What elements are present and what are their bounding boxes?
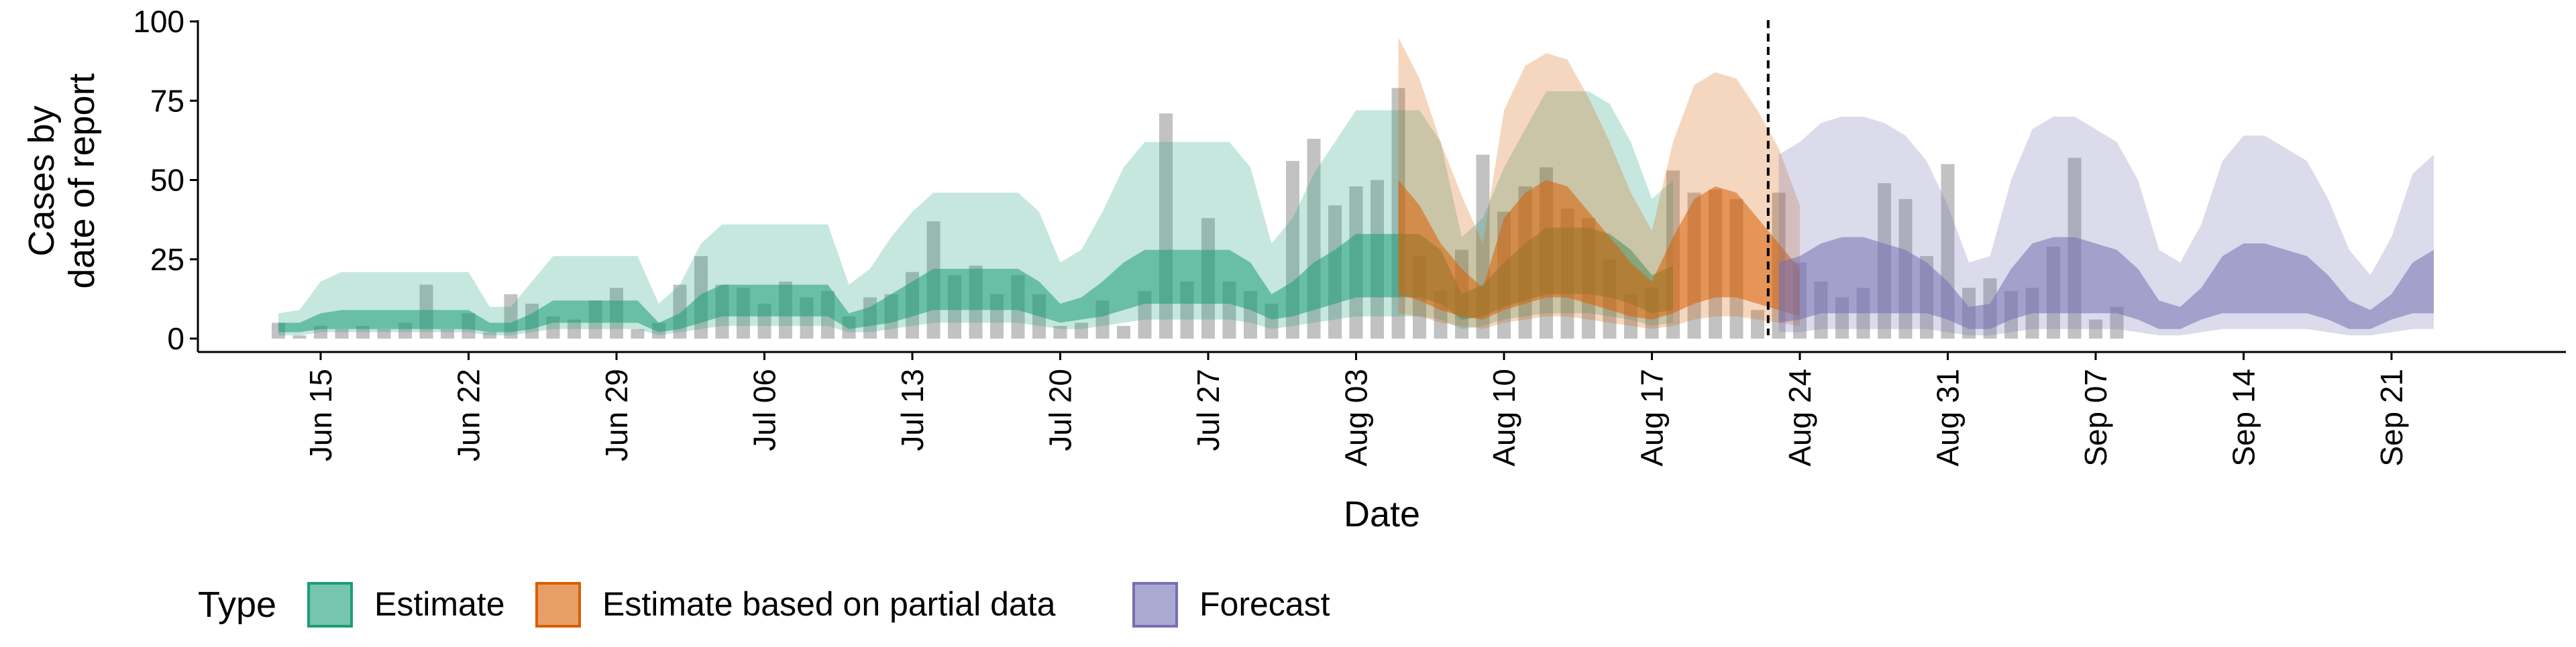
estimate-bands [278,37,2434,336]
x-tick-label: Aug 10 [1487,369,1521,467]
x-tick-label: Sep 07 [2078,369,2113,467]
reported-cases-bar [2110,306,2124,339]
reported-cases-bar [2089,319,2102,339]
legend-label-1: Estimate [374,585,505,623]
reported-cases-bar [292,335,307,339]
y-tick-label: 100 [133,4,184,39]
x-tick-label: Jul 27 [1191,369,1226,451]
reported-cases-bar [568,319,581,339]
band-50-1 [278,227,1673,333]
x-tick-label: Jul 13 [895,369,930,451]
band-50-2 [1398,180,1800,320]
reported-cases-bar [356,326,370,339]
y-tick-label: 50 [150,163,184,198]
legend-swatch-2 [535,582,581,628]
x-tick-label: Jul 06 [747,369,782,451]
x-tick-label: Aug 31 [1931,369,1966,467]
y-axis-label-line2: date of report [62,73,102,288]
legend-title: Type [198,585,276,625]
x-tick-label: Aug 24 [1782,369,1817,467]
reported-cases-bar [1751,310,1764,339]
legend-swatch-3 [1132,582,1178,628]
y-tick-label: 25 [150,242,184,277]
y-tick-label: 0 [167,321,184,356]
reported-cases-bar [335,329,349,339]
reported-cases-bar [483,332,496,339]
x-tick-label: Jul 20 [1043,369,1078,451]
x-tick-label: Jun 15 [303,369,338,461]
legend-label-2: Estimate based on partial data [602,585,1056,623]
reported-cases-bar [1117,326,1130,339]
reported-cases-bar [1053,326,1067,339]
x-tick-label: Jun 29 [599,369,634,461]
legend: Type Estimate Estimate based on partial d… [198,582,1330,628]
y-axis-label-line1: Cases by [21,105,62,256]
band-50-3 [1778,237,2434,329]
legend-swatch-1 [307,582,353,628]
reported-cases-bar [377,329,391,339]
y-tick-label: 75 [150,83,184,118]
axes-layer: 0 25 50 75 100 Jun 15 Jun 22 Jun 29 Jul 06 Jul 13… [133,4,2566,467]
x-tick-label: Aug 03 [1339,369,1374,467]
x-tick-label: Jun 22 [451,369,486,461]
x-tick-label: Sep 21 [2374,369,2409,467]
legend-label-3: Forecast [1199,585,1330,623]
reported-cases-bar [631,329,645,339]
reported-cases-bar [441,329,454,339]
x-tick-label: Sep 14 [2226,369,2261,467]
x-axis-label: Date [1344,494,1420,534]
axis-labels: Date Cases by date of report [21,73,1420,534]
reported-cases-bar [1075,322,1088,339]
x-tick-label: Aug 17 [1635,369,1670,467]
